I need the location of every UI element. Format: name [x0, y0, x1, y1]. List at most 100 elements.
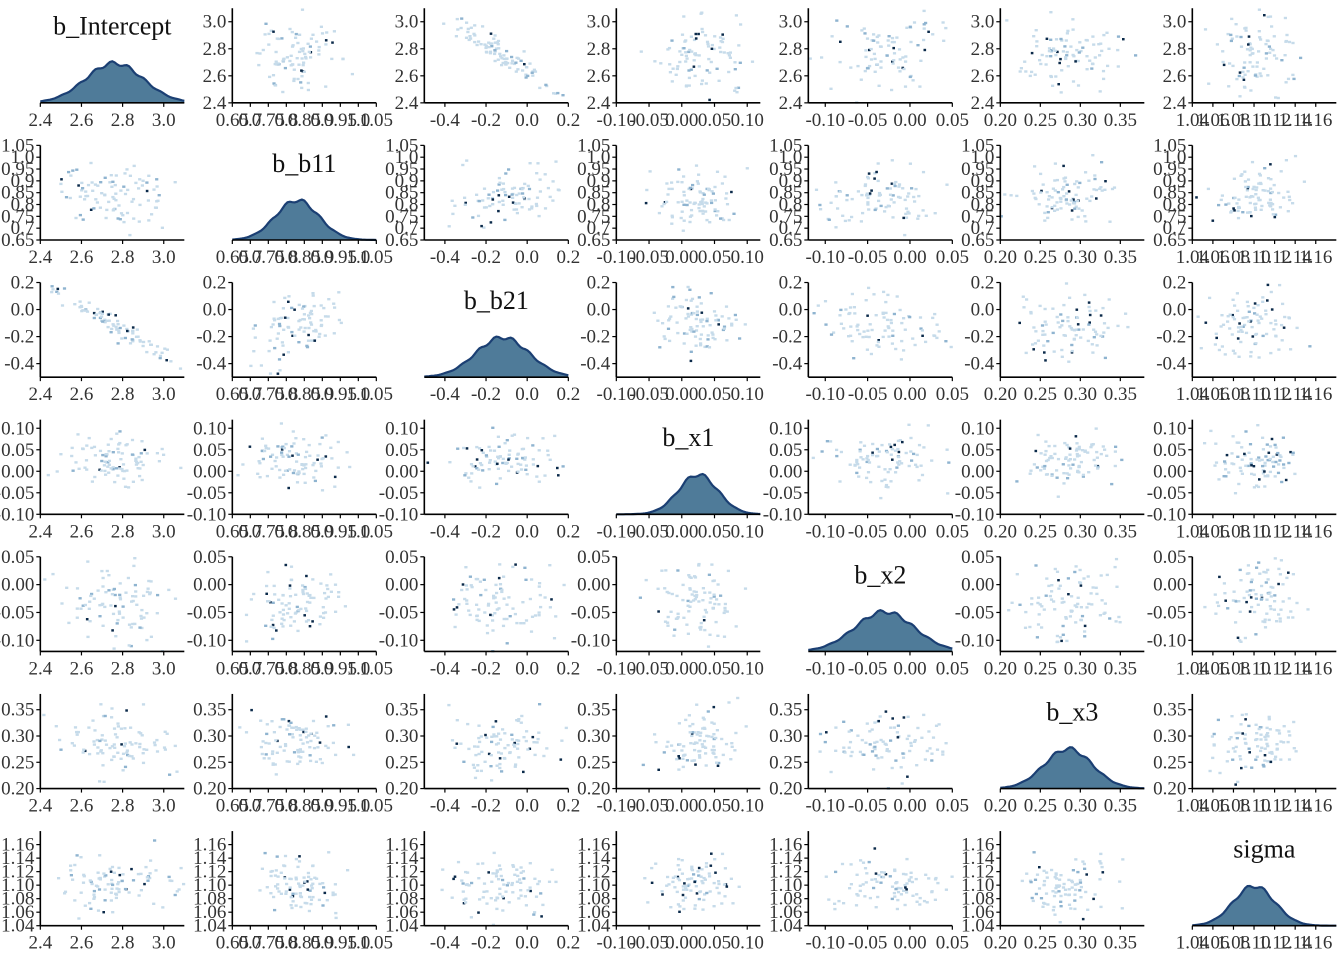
hex-point [1247, 451, 1251, 454]
hex-point [130, 743, 134, 746]
y-tick-label: 0.85 [577, 183, 610, 204]
hex-point [890, 159, 894, 162]
hex-point [454, 613, 458, 616]
hex-point [271, 74, 276, 77]
hex-point [908, 162, 912, 165]
hex-point [284, 890, 288, 893]
hex-point [319, 462, 323, 465]
hex-point [495, 735, 499, 738]
hex-point [1246, 178, 1251, 181]
hex-point [469, 584, 473, 587]
hex-point [1034, 449, 1038, 453]
hex-point [485, 736, 489, 739]
x-tick-label: 2.4 [28, 384, 52, 405]
hex-point [311, 864, 315, 867]
hex-point [681, 754, 686, 757]
hex-point [900, 462, 904, 465]
x-tick-label: 1.08 [1217, 796, 1250, 817]
x-tick-label: 1.10 [1237, 796, 1270, 817]
hex-point [272, 584, 276, 588]
hex-point [1035, 466, 1039, 469]
hex-point [689, 208, 694, 212]
hex-point [461, 882, 465, 885]
hex-point [860, 29, 864, 32]
hex-point [861, 211, 865, 215]
hex-point [302, 472, 306, 476]
y-tick-label: -0.4 [196, 354, 227, 375]
hex-point [487, 752, 491, 756]
hex-point [516, 719, 520, 723]
hex-point [542, 754, 546, 758]
hex-point [1028, 625, 1032, 629]
x-tick-label: -0.2 [471, 384, 501, 405]
scatter-panel-b_Intercept-vs-b_x3: 2.42.62.83.00.20 0.25 0.30 0.35 [971, 8, 1145, 131]
hex-point [347, 745, 350, 749]
hex-point [100, 569, 104, 573]
hex-point [688, 731, 692, 734]
hex-point [496, 462, 499, 465]
hex-point [713, 338, 717, 341]
hex-point [1239, 174, 1243, 177]
hex-point [692, 590, 696, 593]
hex-point [169, 360, 173, 363]
hex-point [814, 188, 819, 191]
x-tick-label: 0.00 [893, 384, 926, 405]
hex-point [297, 50, 302, 54]
hex-point [677, 878, 682, 882]
scatter-panel-sigma-vs-b_Intercept: 1.041.061.081.101.121.141.162.4 2.6 2.8 3.0 [1, 831, 186, 954]
hex-point [866, 201, 870, 204]
hex-point [697, 754, 702, 757]
hex-point [1248, 751, 1251, 754]
hex-point [533, 911, 537, 914]
hex-point [489, 613, 492, 617]
hex-point [1074, 565, 1078, 568]
x-tick-label: -0.05 [629, 933, 669, 954]
hex-point [126, 753, 130, 757]
hex-point [278, 468, 282, 472]
hex-point [1039, 62, 1043, 66]
x-tick-label: 0.05 [698, 384, 731, 405]
hex-point [519, 871, 523, 874]
y-tick-label: 0.20 [193, 779, 226, 800]
hex-point [1091, 154, 1095, 157]
hex-point [1247, 320, 1251, 323]
hex-point [1075, 452, 1079, 456]
hex-point [873, 172, 877, 175]
hex-point [74, 216, 78, 220]
hex-point [922, 9, 926, 13]
hex-point [110, 327, 114, 331]
hex-point [1059, 197, 1063, 200]
hex-point [1255, 75, 1259, 78]
x-tick-label: 1.12 [1258, 384, 1291, 405]
hex-point [890, 88, 894, 92]
hex-point [554, 160, 558, 163]
hex-point [511, 565, 515, 569]
hex-point [1249, 355, 1253, 358]
hex-point [678, 743, 682, 746]
hex-point [829, 87, 833, 90]
hex-point [880, 871, 884, 874]
hex-point [519, 889, 523, 892]
hex-point [1275, 748, 1279, 751]
hex-point [697, 564, 701, 567]
hex-point [712, 593, 716, 596]
hex-point [285, 760, 289, 763]
y-tick-label: 0.05 [193, 547, 226, 568]
hex-point [1044, 449, 1048, 453]
hex-point [877, 345, 881, 348]
hex-point [501, 457, 505, 461]
hex-point [488, 52, 493, 55]
hex-point [42, 713, 46, 717]
hex-point [1090, 195, 1094, 198]
hex-point [331, 741, 335, 745]
hex-point [1103, 611, 1107, 614]
hex-point [656, 319, 660, 322]
hex-point [1259, 38, 1263, 41]
hex-point [1279, 608, 1283, 611]
hex-point [699, 344, 703, 347]
hex-point [683, 882, 686, 885]
hex-point [716, 319, 720, 322]
hex-point [1247, 747, 1251, 750]
hex-point [456, 447, 460, 450]
hex-point [142, 616, 146, 619]
